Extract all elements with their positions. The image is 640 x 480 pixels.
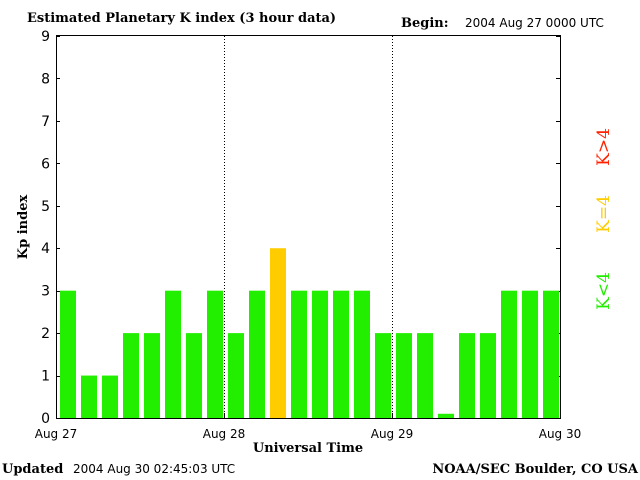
x-tick-label: Aug 30 bbox=[539, 427, 582, 441]
kp-bar bbox=[333, 290, 349, 418]
kp-bar bbox=[438, 413, 454, 418]
bars-group bbox=[60, 248, 559, 418]
legend-k-below-4: K<4 bbox=[594, 272, 614, 310]
kp-bar bbox=[396, 333, 412, 418]
y-tick-label: 8 bbox=[41, 71, 50, 87]
updated-label: Updated bbox=[2, 462, 63, 477]
x-axis-title: Universal Time bbox=[253, 441, 363, 456]
plot-area bbox=[56, 35, 561, 419]
x-tick-label: Aug 29 bbox=[371, 427, 414, 441]
y-tick-label: 2 bbox=[41, 326, 50, 342]
y-tick-label: 6 bbox=[41, 156, 50, 172]
kp-bar bbox=[60, 290, 76, 418]
kp-bar bbox=[207, 290, 223, 418]
kp-bar bbox=[249, 290, 265, 418]
kp-bar bbox=[270, 248, 286, 418]
kp-bar bbox=[354, 290, 370, 418]
kp-bar bbox=[312, 290, 328, 418]
kp-bar bbox=[417, 333, 433, 418]
kp-bar bbox=[165, 290, 181, 418]
kp-bar bbox=[186, 333, 202, 418]
legend-k-equal-4: K=4 bbox=[594, 195, 614, 233]
y-tick-label: 3 bbox=[41, 284, 50, 300]
kp-bar bbox=[522, 290, 538, 418]
begin-value: 2004 Aug 27 0000 UTC bbox=[465, 16, 604, 30]
x-tick-label: Aug 27 bbox=[35, 427, 78, 441]
legend-k-above-4: K>4 bbox=[594, 128, 614, 166]
kp-bar bbox=[459, 333, 475, 418]
kp-bar bbox=[480, 333, 496, 418]
kp-bar bbox=[144, 333, 160, 418]
y-tick-label: 9 bbox=[41, 29, 50, 45]
kp-bar bbox=[291, 290, 307, 418]
kp-bar bbox=[102, 375, 118, 418]
y-axis-title: Kp index bbox=[16, 195, 31, 260]
x-tick-label: Aug 28 bbox=[203, 427, 246, 441]
begin-label: Begin: bbox=[401, 16, 449, 31]
kp-bar bbox=[228, 333, 244, 418]
y-tick-label: 7 bbox=[41, 114, 50, 130]
y-tick-label: 1 bbox=[41, 369, 50, 385]
x-axis: Aug 27 Aug 28 Aug 29 Aug 30 bbox=[35, 413, 582, 441]
kp-bar bbox=[501, 290, 517, 418]
kp-bar bbox=[123, 333, 139, 418]
kp-bar bbox=[81, 375, 97, 418]
y-tick-label: 4 bbox=[41, 241, 50, 257]
kp-bar bbox=[375, 333, 391, 418]
kp-bar bbox=[543, 290, 559, 418]
y-tick-label: 5 bbox=[41, 199, 50, 215]
updated-value: 2004 Aug 30 02:45:03 UTC bbox=[73, 462, 235, 476]
y-tick-label: 0 bbox=[41, 411, 50, 427]
chart-title: Estimated Planetary K index (3 hour data… bbox=[27, 11, 336, 26]
source-credit: NOAA/SEC Boulder, CO USA bbox=[432, 462, 639, 477]
